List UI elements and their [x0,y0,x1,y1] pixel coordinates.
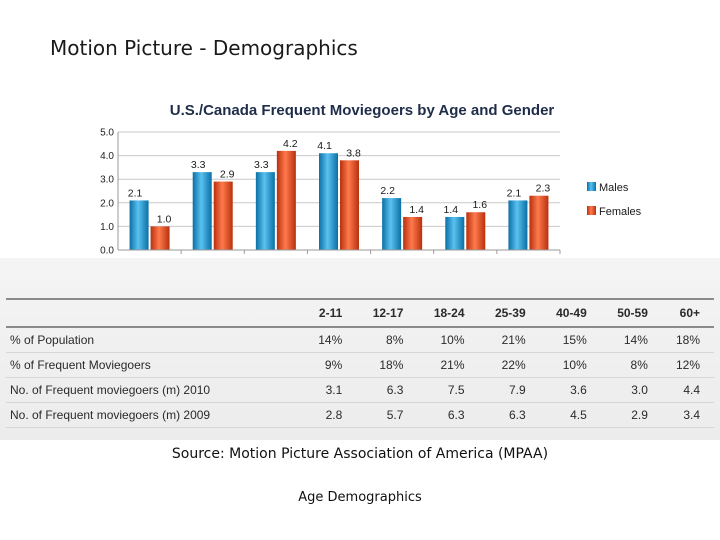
females-bar [340,160,359,250]
table-cell: 4.5 [539,402,601,428]
table-cell: 12% [661,352,714,378]
table-header-cell [6,299,305,328]
data-label: 1.6 [472,199,487,211]
table-cell: 8% [600,352,662,378]
table-header-cell: 18-24 [417,299,479,328]
table-cell: 2.8 [304,402,357,428]
table-header-row: 2-11 12-17 18-24 25-39 40-49 50-59 60+ [6,299,714,328]
y-tick-label: 4.0 [100,151,114,162]
table-cell: 14% [600,327,662,353]
males-bar [129,200,149,250]
table-cell: 4.4 [661,377,714,403]
row-label: No. of Frequent moviegoers (m) 2010 [6,377,305,403]
slide-caption: Age Demographics [298,490,422,505]
legend-label: Females [599,206,642,218]
source-citation: Source: Motion Picture Association of Am… [171,446,549,462]
data-label: 4.1 [317,140,332,152]
table-cell: 15% [539,327,601,353]
data-label: 2.1 [128,187,143,199]
table-cell: 7.9 [478,377,540,403]
bar-chart: U.S./Canada Frequent Moviegoers by Age a… [100,102,642,270]
table-cell: 18% [661,327,714,353]
table-cell: 14% [304,327,357,353]
table-header-cell: 2-11 [304,299,357,328]
chart-title: U.S./Canada Frequent Moviegoers by Age a… [170,102,555,119]
table-header-cell: 25-39 [478,299,540,328]
table-cell: 5.7 [356,402,418,428]
females-bar [529,195,549,250]
row-label: % of Population [6,327,305,353]
data-label: 3.8 [346,147,361,159]
data-label: 3.3 [191,159,206,171]
legend-label: Males [599,182,629,194]
males-bar [319,153,338,250]
females-bar [150,226,170,250]
table-cell: 10% [417,327,479,353]
data-label: 2.3 [536,183,551,195]
table-row: No. of Frequent moviegoers (m) 2009 2.8 … [6,402,714,428]
table-cell: 21% [478,327,540,353]
table-cell: 9% [304,352,357,378]
females-bar [403,216,423,250]
females-bar [213,181,233,250]
males-bar [445,216,465,250]
table-cell: 8% [356,327,418,353]
y-tick-label: 3.0 [100,175,114,186]
table-cell: 3.1 [304,377,357,403]
table-cell: 22% [478,352,540,378]
table-cell: 3.4 [661,402,714,428]
table-cell: 6.3 [478,402,540,428]
table-cell: 21% [417,352,479,378]
males-bar [255,172,275,250]
data-label: 1.0 [157,213,172,225]
females-bar [466,212,486,250]
y-tick-label: 0.0 [100,246,114,257]
legend-swatch [587,182,596,191]
table-row: No. of Frequent moviegoers (m) 2010 3.1 … [6,377,714,403]
row-label: % of Frequent Moviegoers [6,352,305,378]
table-cell: 3.6 [539,377,601,403]
table-header-cell: 60+ [661,299,714,328]
data-label: 2.9 [220,169,235,181]
y-tick-label: 1.0 [100,222,114,233]
table-cell: 18% [356,352,418,378]
chart-card: U.S./Canada Frequent Moviegoers by Age a… [92,92,677,270]
data-label: 1.4 [443,204,458,216]
table-cell: 10% [539,352,601,378]
data-label: 1.4 [409,204,424,216]
males-bar [508,200,528,250]
legend-swatch [587,206,596,215]
table-cell: 6.3 [356,377,418,403]
slide-title: Motion Picture - Demographics [50,36,358,60]
data-label: 3.3 [254,159,269,171]
data-label: 2.2 [380,185,395,197]
table-row: % of Population 14% 8% 10% 21% 15% 14% 1… [6,327,714,353]
y-tick-label: 2.0 [100,198,114,209]
data-label: 4.2 [283,138,298,150]
females-bar [276,150,296,250]
data-label: 2.1 [507,187,522,199]
table-cell: 2.9 [600,402,662,428]
table-header-cell: 12-17 [356,299,418,328]
table-header-cell: 40-49 [539,299,601,328]
males-bar [192,172,212,250]
males-bar [382,198,402,250]
y-tick-label: 5.0 [100,128,114,139]
table-row: % of Frequent Moviegoers 9% 18% 21% 22% … [6,352,714,378]
row-label: No. of Frequent moviegoers (m) 2009 [6,402,305,428]
table-cell: 7.5 [417,377,479,403]
demographics-table: 2-11 12-17 18-24 25-39 40-49 50-59 60+ %… [6,298,714,428]
table-cell: 3.0 [600,377,662,403]
table-header-cell: 50-59 [600,299,662,328]
table-cell: 6.3 [417,402,479,428]
